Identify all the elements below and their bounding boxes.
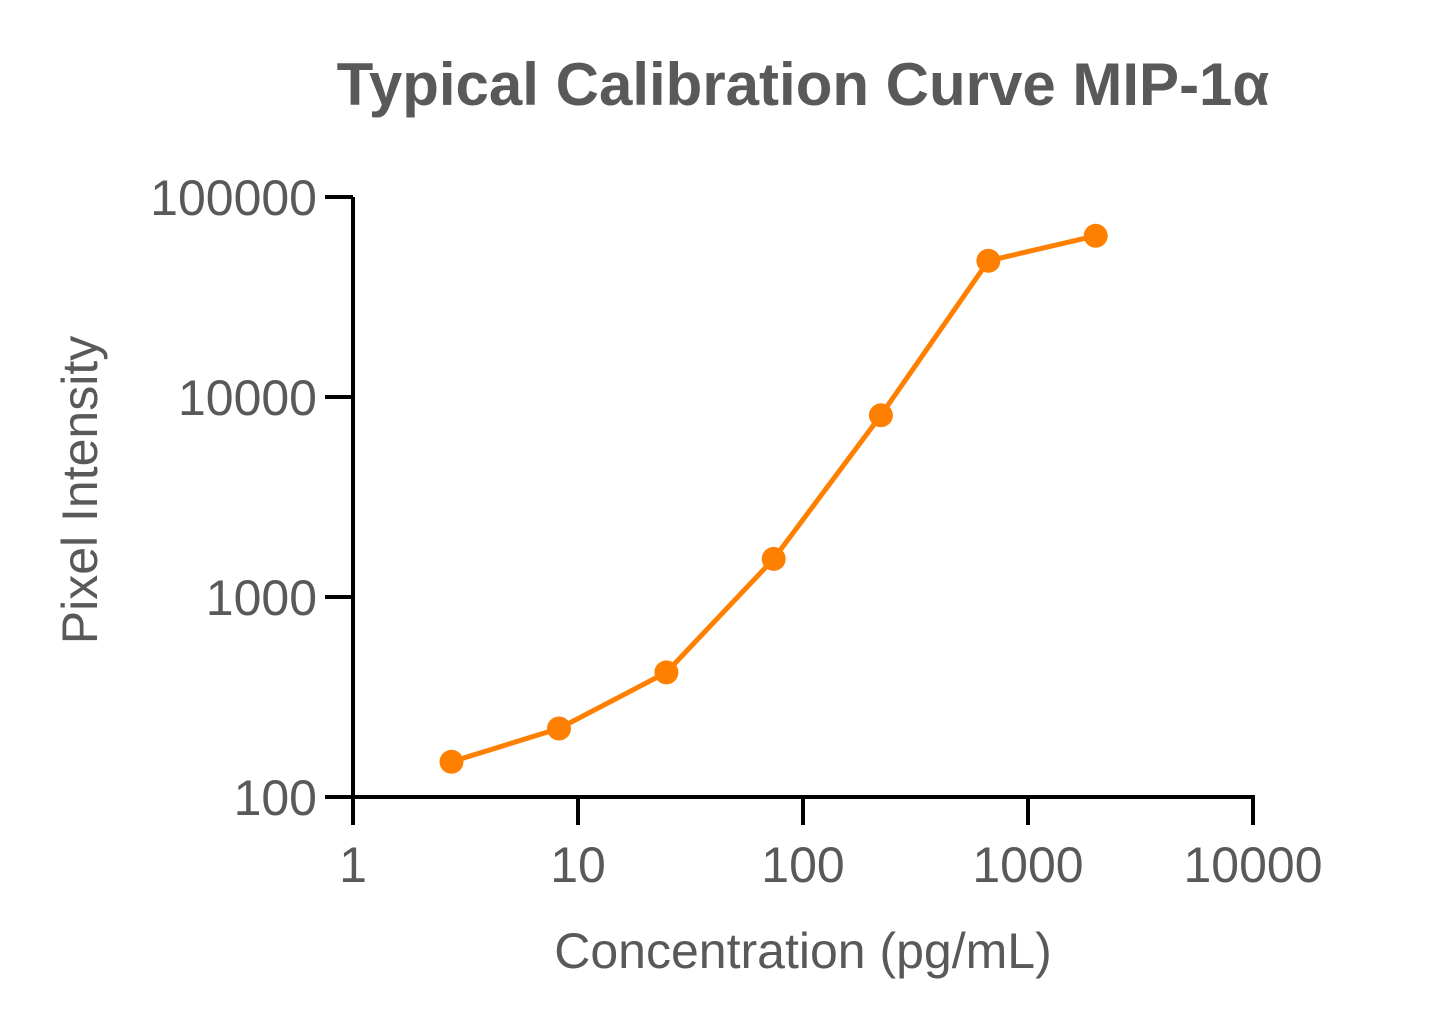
x-tick-label: 1 <box>339 837 367 893</box>
data-point <box>439 749 464 774</box>
y-tick-label: 100000 <box>150 170 317 226</box>
x-tick-label: 100 <box>761 837 844 893</box>
x-axis-label: Concentration (pg/mL) <box>554 923 1051 979</box>
x-tick-label: 10000 <box>1183 837 1322 893</box>
data-point <box>547 716 571 741</box>
y-tick-label: 10000 <box>178 370 317 426</box>
data-point <box>654 660 679 685</box>
y-tick-label: 1000 <box>206 570 317 626</box>
data-point <box>1083 223 1108 248</box>
data-point <box>868 403 893 428</box>
x-tick-label: 10 <box>550 837 606 893</box>
series-line <box>450 233 1097 765</box>
x-tick-label: 1000 <box>972 837 1083 893</box>
chart-title: Typical Calibration Curve MIP-1α <box>337 51 1270 118</box>
y-axis-label: Pixel Intensity <box>52 336 108 644</box>
y-tick-label: 100 <box>234 770 317 826</box>
data-point <box>976 248 1001 273</box>
data-point <box>761 546 786 571</box>
plot-area: 100 1000 10000 100000 1 10 100 1000 10000 <box>150 170 1322 893</box>
